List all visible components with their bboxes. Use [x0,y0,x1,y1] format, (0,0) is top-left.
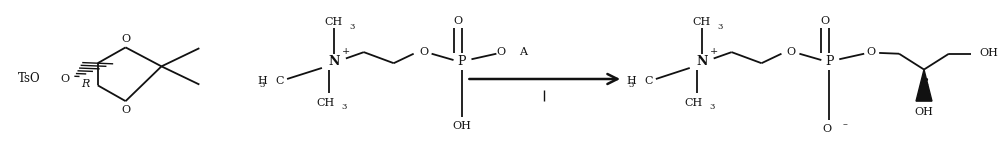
Text: P: P [457,55,466,68]
Text: O: O [419,47,428,57]
Text: O: O [497,47,506,57]
Text: CH: CH [685,98,703,108]
Text: 3: 3 [629,81,634,89]
Text: 3: 3 [709,103,714,111]
Text: O: O [453,15,462,26]
Text: +: + [710,47,718,56]
Text: N: N [328,55,340,68]
Text: 3: 3 [349,23,355,31]
Text: O: O [60,74,69,84]
Text: N: N [696,55,707,68]
Text: OH: OH [452,121,471,131]
Text: +: + [342,47,350,56]
Text: OH: OH [915,107,933,117]
Text: OH: OH [979,48,998,58]
Text: CH: CH [325,17,343,27]
Text: R: R [82,79,90,89]
Text: O: O [121,34,130,44]
Text: 3: 3 [717,23,722,31]
Text: A: A [519,47,527,57]
Text: O: O [867,47,876,57]
Text: CH: CH [693,17,711,27]
Text: O: O [121,105,130,115]
Polygon shape [916,70,932,101]
Text: O: O [821,15,830,26]
Text: R: R [920,78,928,87]
Text: CH: CH [317,98,335,108]
Text: H: H [257,76,267,86]
Text: O: O [787,47,796,57]
Text: C: C [275,76,284,86]
Text: –: – [843,120,848,129]
Text: 3: 3 [341,103,347,111]
Text: 3: 3 [260,81,265,89]
Text: P: P [825,55,834,68]
Text: TsO: TsO [18,73,41,85]
Text: O: O [823,124,832,134]
Text: H: H [626,76,636,86]
Text: C: C [644,76,652,86]
